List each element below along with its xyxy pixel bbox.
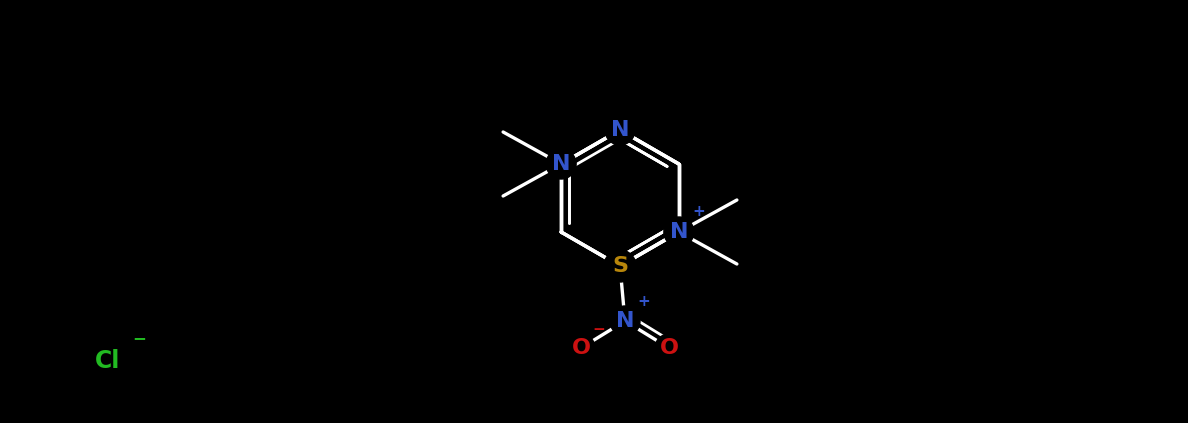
Circle shape (655, 334, 683, 362)
Circle shape (567, 334, 595, 362)
Text: +: + (691, 204, 704, 219)
Circle shape (546, 149, 576, 179)
Text: +: + (637, 294, 650, 309)
Text: −: − (132, 329, 146, 347)
Circle shape (605, 115, 636, 145)
Circle shape (664, 217, 694, 247)
Text: Cl: Cl (95, 349, 120, 373)
Text: N: N (552, 154, 570, 174)
Text: S: S (612, 256, 628, 276)
Text: O: O (659, 338, 678, 358)
Text: O: O (571, 338, 590, 358)
Text: −: − (592, 322, 605, 337)
Circle shape (604, 250, 636, 282)
Text: N: N (670, 222, 688, 242)
Circle shape (609, 306, 640, 336)
Text: N: N (615, 311, 634, 331)
Text: N: N (611, 120, 630, 140)
